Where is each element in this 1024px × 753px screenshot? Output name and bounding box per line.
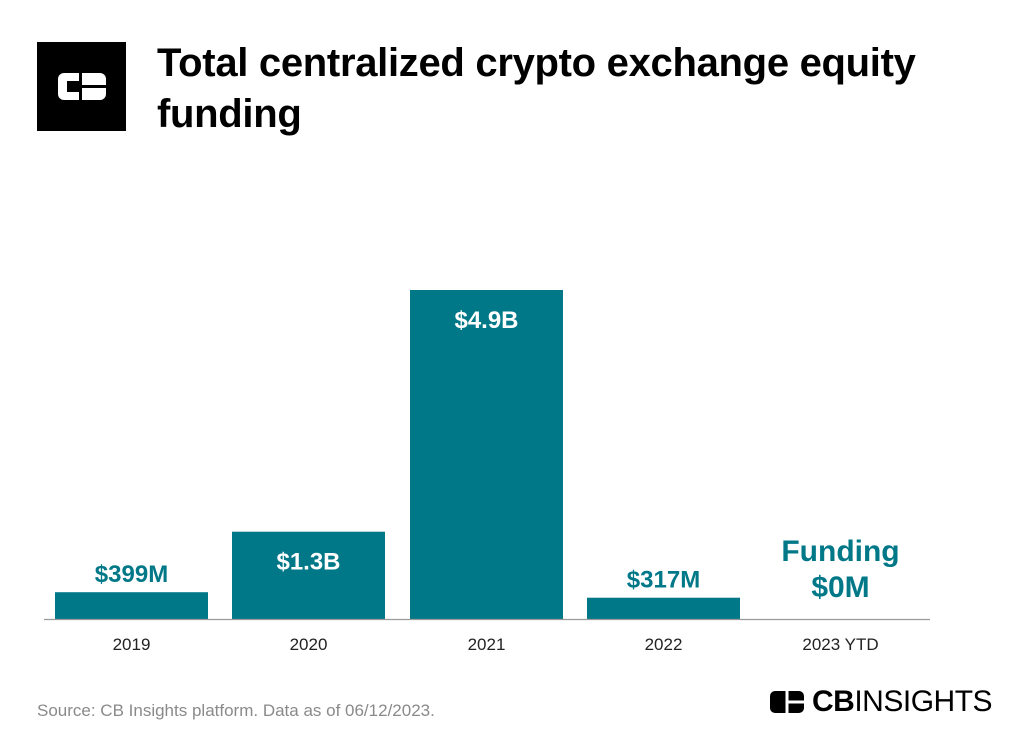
chart-title: Total centralized crypto exchange equity… — [157, 41, 916, 136]
cb-insights-logo-icon — [37, 42, 126, 131]
data-label: $1.3B — [276, 549, 340, 576]
bar — [55, 592, 208, 619]
x-tick-label: 2023 YTD — [802, 635, 878, 654]
bar — [410, 290, 563, 619]
brand-cb-text: CB — [812, 685, 855, 718]
x-tick-label: 2019 — [113, 635, 151, 654]
bar — [232, 531, 385, 619]
x-tick-label: 2020 — [290, 635, 328, 654]
data-label: $399M — [95, 561, 168, 588]
x-tick-label: 2021 — [468, 635, 506, 654]
cb-insights-brand: CB INSIGHTS — [770, 685, 993, 718]
cb-brand-icon — [770, 691, 804, 713]
source-note: Source: CB Insights platform. Data as of… — [37, 701, 435, 720]
bar — [587, 597, 740, 619]
data-label: $4.9B — [454, 307, 518, 334]
data-label: $317M — [627, 567, 700, 594]
brand-insights-text: INSIGHTS — [854, 685, 993, 718]
x-tick-label: 2022 — [645, 635, 683, 654]
data-label: Funding $0M — [781, 535, 899, 604]
